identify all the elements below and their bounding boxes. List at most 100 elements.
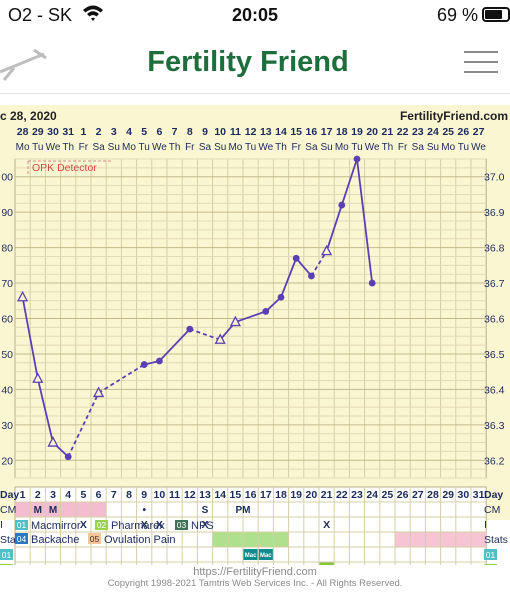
legend-swatch — [95, 520, 108, 530]
legend-code: 04 — [17, 534, 27, 544]
temperature-point — [186, 325, 194, 333]
day-number: 6 — [96, 489, 102, 501]
legend-code: 02 — [97, 520, 107, 530]
legend-label: Ovulation Pain — [104, 534, 176, 546]
weekday-label: Fr — [185, 142, 195, 153]
period-cell — [15, 502, 31, 517]
stats-cell-pink — [425, 532, 441, 547]
arrow-logo-icon[interactable] — [0, 46, 52, 86]
temperature-series — [17, 155, 376, 461]
temperature-segment — [67, 392, 100, 458]
weekday-label: Sa — [412, 142, 425, 153]
legend-label: Macmirror — [31, 520, 81, 532]
right-tick-label: 36.6 — [484, 314, 505, 326]
date-label: 20 — [366, 126, 378, 138]
intercourse-mark: X — [323, 519, 330, 531]
left-tick-label: 90 — [1, 207, 13, 219]
symptom-tag-label: Mac — [245, 553, 257, 559]
hamburger-menu-icon[interactable] — [464, 50, 498, 74]
carrier-label: O2 - SK — [8, 5, 73, 25]
temperature-point — [338, 201, 346, 209]
date-label: 24 — [427, 126, 439, 138]
cm-mark: M — [49, 505, 57, 516]
chart-site-name: FertilityFriend.com — [400, 109, 508, 123]
right-tick-label: 36.9 — [484, 207, 505, 219]
day-number: 5 — [80, 489, 86, 501]
legend-code: 05 — [90, 534, 100, 544]
temperature-point — [308, 272, 315, 280]
weekday-label: Fr — [398, 142, 408, 153]
temperature-segment — [189, 328, 221, 341]
intercourse-mark: X — [156, 519, 163, 531]
day-number: 9 — [141, 489, 147, 501]
right-tick-label: 36.8 — [484, 243, 505, 255]
temperature-point — [64, 453, 72, 461]
right-tick-label: 36.4 — [484, 384, 505, 396]
date-label: 7 — [172, 126, 178, 138]
day-number: 22 — [336, 489, 348, 501]
symptom-code-badge — [0, 564, 13, 565]
weekday-label: Tu — [32, 142, 43, 153]
legend: 01 Macmirror 02 Pharmarex 03 NPS 04 Backache 05 O… — [15, 520, 214, 546]
symptom-code-label-right: 01 — [486, 550, 496, 560]
date-label: 11 — [230, 126, 241, 138]
weekday-label: Sa — [92, 142, 105, 153]
intercourse-mark: X — [141, 519, 148, 531]
temperature-point — [214, 333, 226, 344]
weekday-label: Mo — [122, 142, 136, 153]
battery-icon — [482, 7, 510, 22]
day-number: 14 — [214, 489, 226, 501]
date-row: 28 29 30 31 1 2 3 4 5 6 7 8 9 10 11 12 13 14 15 16 17 18 19 20 2… — [17, 126, 485, 138]
temperature-grid — [14, 158, 487, 479]
left-tick-label: 60 — [1, 314, 13, 326]
chart-header: c 28, 2020 FertilityFriend.com — [0, 109, 508, 123]
temperature-point — [47, 436, 59, 447]
temperature-point — [156, 357, 163, 365]
day-number: 13 — [199, 489, 211, 501]
legend-swatch — [15, 520, 28, 530]
date-label: 8 — [187, 126, 193, 138]
date-label: 17 — [321, 126, 333, 138]
day-number: 31 — [473, 489, 485, 501]
date-label: 5 — [141, 126, 147, 138]
legend-label: Backache — [31, 534, 79, 546]
date-label: 21 — [382, 126, 394, 138]
legend-swatch — [88, 533, 101, 544]
footer-url[interactable]: https://FertilityFriend.com — [193, 566, 317, 578]
day-number: 20 — [306, 489, 318, 501]
day-number: 29 — [442, 489, 454, 501]
left-tick-label: 40 — [1, 384, 13, 396]
day-number: 16 — [245, 489, 257, 501]
cm-mark: • — [142, 505, 146, 516]
weekday-label: Mo — [335, 142, 349, 153]
weekday-label: Sa — [305, 142, 318, 153]
stats-row-label-right: Stats — [484, 534, 508, 546]
weekday-label: We — [258, 142, 273, 153]
date-label: 25 — [442, 126, 454, 138]
temperature-point — [17, 290, 29, 302]
day-number: 18 — [275, 489, 287, 501]
status-bar: O2 - SK 20:05 69 % — [0, 0, 510, 32]
period-cell — [60, 502, 76, 517]
weekday-label: Tu — [458, 142, 469, 153]
period-cell — [30, 502, 46, 517]
day-number: 15 — [230, 489, 242, 501]
right-tick-label: 37.0 — [484, 172, 505, 184]
left-tick-label: 70 — [1, 278, 13, 290]
i-row-label-right: I — [484, 519, 487, 531]
temperature-point — [229, 315, 241, 327]
day-number: 26 — [397, 489, 409, 501]
weekday-label: We — [152, 142, 167, 153]
intercourse-mark: X — [201, 519, 208, 531]
legend-code: 03 — [177, 520, 187, 530]
date-label: 4 — [126, 126, 132, 138]
left-tick-label: 20 — [1, 455, 13, 467]
left-tick-label: 50 — [1, 349, 13, 361]
cm-mark: M — [34, 505, 42, 516]
day-row-label: Day — [0, 489, 19, 501]
temperature-segment — [295, 257, 313, 277]
intercourse-mark: X — [80, 519, 87, 531]
legend-swatch — [175, 520, 188, 530]
date-label: 15 — [290, 126, 302, 138]
temperature-segment — [325, 204, 343, 252]
